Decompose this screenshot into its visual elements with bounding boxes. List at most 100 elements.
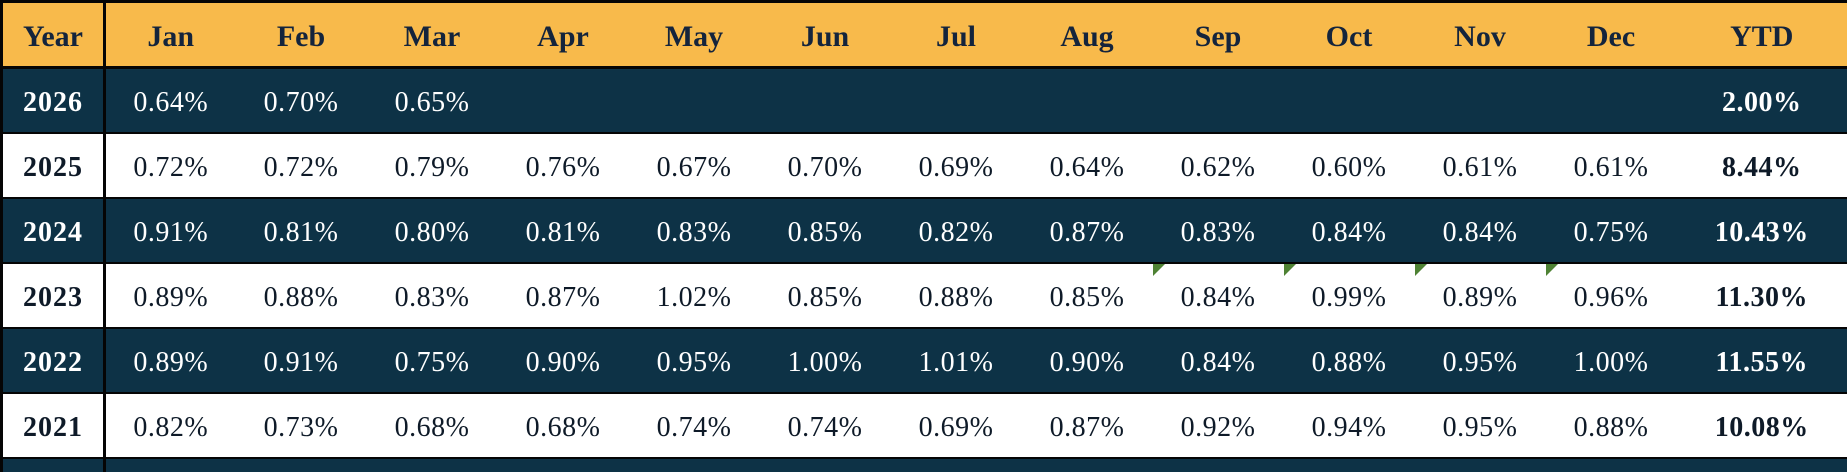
return-cell-2022-jul: 1.01% (918, 346, 994, 378)
return-cell-2022-dec: 1.00% (1573, 346, 1649, 378)
return-cell-2023-jul: 0.88% (918, 281, 994, 313)
column-header-ytd: YTD (1676, 1, 1847, 69)
cell-flag-indicator-icon (1152, 264, 1165, 276)
column-header-nov: Nov (1414, 1, 1546, 69)
table-row-2026: 2026 0.64% 0.70% 0.65% 2.00% (1, 67, 1847, 134)
return-cell-2026-apr (498, 68, 629, 134)
cell-flag-indicator-icon (1545, 264, 1558, 276)
return-cell-2020-jun: 0.62% (760, 458, 891, 472)
year-cell: 2021 (1, 393, 106, 458)
year-cell: 2023 (1, 263, 106, 328)
ytd-cell: 8.44% (1722, 151, 1802, 183)
return-cell-2020-jan (105, 458, 236, 472)
column-header-sep: Sep (1152, 1, 1284, 69)
return-cell-2024-jan: 0.91% (133, 216, 209, 248)
return-cell-2023-nov: 0.89% (1414, 263, 1546, 328)
return-cell-2020-dec: 0.71% (1546, 458, 1677, 472)
return-cell-2024-apr: 0.81% (525, 216, 601, 248)
return-cell-2022-may: 0.95% (656, 346, 732, 378)
return-cell-2020-mar (367, 458, 498, 472)
return-cell-2024-mar: 0.80% (394, 216, 470, 248)
return-cell-2020-nov: 0.85% (1415, 458, 1546, 472)
ytd-cell: 2.00% (1722, 86, 1802, 118)
return-cell-2021-may: 0.74% (656, 411, 732, 443)
return-cell-2025-sep: 0.62% (1180, 151, 1256, 183)
return-cell-2020-oct: 0.79% (1284, 458, 1415, 472)
return-cell-2023-feb: 0.88% (263, 281, 339, 313)
return-cell-2025-nov: 0.61% (1442, 151, 1518, 183)
return-cell-2026-jun (760, 68, 891, 134)
return-cell-2020-aug: 0.73% (1022, 458, 1153, 472)
return-cell-2023-dec: 0.96% (1545, 263, 1677, 328)
return-cell-2024-oct: 0.84% (1311, 216, 1387, 248)
return-cell-2026-nov (1415, 68, 1546, 134)
return-cell-2021-oct: 0.94% (1311, 411, 1387, 443)
return-cell-2026-may (629, 68, 760, 134)
return-cell-2021-jun: 0.74% (787, 411, 863, 443)
return-cell-2022-nov: 0.95% (1442, 346, 1518, 378)
return-cell-2026-sep (1153, 68, 1284, 134)
return-cell-2022-aug: 0.90% (1049, 346, 1125, 378)
return-cell-2020-may: 0.61% (629, 458, 760, 472)
return-cell-2024-sep: 0.83% (1180, 216, 1256, 248)
return-cell-2025-jan: 0.72% (133, 151, 209, 183)
column-header-feb: Feb (235, 1, 367, 69)
return-cell-2022-jun: 1.00% (787, 346, 863, 378)
year-cell: 2024 (1, 198, 106, 263)
return-cell-2021-mar: 0.68% (394, 411, 470, 443)
year-cell: 2020 (1, 458, 106, 472)
ytd-cell: 10.08% (1714, 411, 1809, 443)
return-cell-2024-nov: 0.84% (1442, 216, 1518, 248)
return-cell-2025-oct: 0.60% (1311, 151, 1387, 183)
return-cell-2026-oct (1284, 68, 1415, 134)
return-cell-2021-aug: 0.87% (1049, 411, 1125, 443)
return-cell-2021-apr: 0.68% (525, 411, 601, 443)
return-cell-2026-dec (1546, 68, 1677, 134)
table-row-2025: 2025 0.72% 0.72% 0.79% 0.76% 0.67% 0.70% 0.69% 0… (1, 133, 1847, 198)
table-row-2024: 2024 0.91% 0.81% 0.80% 0.81% 0.83% 0.85% 0.82% 0… (1, 198, 1847, 263)
return-cell-2024-jun: 0.85% (787, 216, 863, 248)
return-cell-2024-aug: 0.87% (1049, 216, 1125, 248)
return-cell-2022-feb: 0.91% (263, 346, 339, 378)
column-header-oct: Oct (1283, 1, 1415, 69)
table-row-2020: 2020 0.61%0.62%0.54%0.73%0.69%0.79%0.85%0… (1, 458, 1847, 472)
return-cell-2021-nov: 0.95% (1442, 411, 1518, 443)
return-cell-2022-apr: 0.90% (525, 346, 601, 378)
year-cell: 2025 (1, 133, 106, 198)
return-cell-2021-sep: 0.92% (1180, 411, 1256, 443)
ytd-cell: 11.55% (1715, 346, 1808, 378)
return-cell-2023-jun: 0.85% (787, 281, 863, 313)
year-cell: 2026 (1, 67, 106, 133)
table-header: Year Jan Feb Mar Apr May Jun Jul Aug Sep Oct Nov Dec… (1, 1, 1847, 69)
return-cell-2022-jan: 0.89% (133, 346, 209, 378)
return-cell-2025-apr: 0.76% (525, 151, 601, 183)
column-header-jan: Jan (104, 1, 236, 69)
header-row: Year Jan Feb Mar Apr May Jun Jul Aug Sep Oct Nov Dec… (1, 1, 1847, 69)
table-body: 2026 0.64% 0.70% 0.65% 2.00% 2025 0.72% 0.72% 0.… (1, 67, 1847, 472)
return-cell-2026-aug (1022, 68, 1153, 134)
table-row-2023: 2023 0.89% 0.88% 0.83% 0.87% 1.02% 0.85% 0.88% 0… (1, 263, 1847, 328)
return-cell-2025-jun: 0.70% (787, 151, 863, 183)
return-cell-2022-oct: 0.88% (1311, 346, 1387, 378)
return-cell-2026-jul (891, 68, 1022, 134)
column-header-apr: Apr (497, 1, 629, 69)
return-cell-2025-aug: 0.64% (1049, 151, 1125, 183)
ytd-cell: 10.43% (1714, 216, 1809, 248)
column-header-may: May (628, 1, 760, 69)
column-header-dec: Dec (1545, 1, 1677, 69)
return-cell-2020-jul: 0.54% (891, 458, 1022, 472)
return-cell-2022-mar: 0.75% (394, 346, 470, 378)
column-header-jul: Jul (890, 1, 1022, 69)
year-cell: 2022 (1, 328, 106, 393)
return-cell-2025-mar: 0.79% (394, 151, 470, 183)
ytd-cell: 11.30% (1715, 281, 1808, 313)
cell-flag-indicator-icon (1283, 264, 1296, 276)
cell-flag-indicator-icon (1414, 264, 1427, 276)
return-cell-2022-sep: 0.84% (1180, 346, 1256, 378)
ytd-cell: 6.14% (1677, 458, 1847, 472)
return-cell-2025-jul: 0.69% (918, 151, 994, 183)
return-cell-2023-sep: 0.84% (1152, 263, 1284, 328)
return-cell-2023-jan: 0.89% (133, 281, 209, 313)
return-cell-2020-feb (236, 458, 367, 472)
return-cell-2020-sep: 0.69% (1153, 458, 1284, 472)
